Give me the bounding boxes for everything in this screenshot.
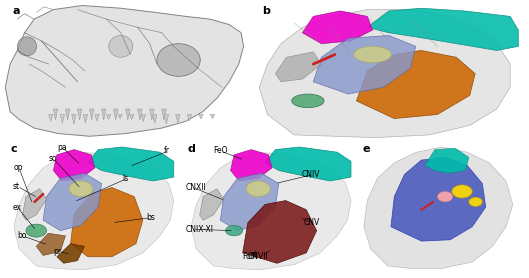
Polygon shape: [138, 109, 142, 120]
Polygon shape: [150, 109, 154, 120]
Polygon shape: [95, 115, 99, 121]
Ellipse shape: [437, 192, 453, 202]
Ellipse shape: [26, 224, 47, 237]
Polygon shape: [88, 147, 174, 181]
Text: pr: pr: [53, 247, 61, 256]
Polygon shape: [102, 109, 106, 120]
Ellipse shape: [354, 46, 391, 63]
Text: bo: bo: [17, 231, 27, 240]
Polygon shape: [43, 173, 102, 231]
Text: CNIV: CNIV: [302, 170, 320, 179]
Polygon shape: [259, 9, 510, 138]
Polygon shape: [220, 173, 279, 231]
Polygon shape: [60, 115, 65, 123]
Text: ls: ls: [122, 174, 129, 183]
Text: bs: bs: [146, 213, 155, 222]
Polygon shape: [211, 115, 215, 119]
Polygon shape: [36, 233, 66, 255]
Text: a: a: [13, 6, 20, 16]
Text: b: b: [262, 6, 270, 16]
Polygon shape: [72, 115, 76, 124]
Ellipse shape: [69, 181, 93, 197]
Polygon shape: [265, 147, 351, 181]
Polygon shape: [200, 189, 224, 220]
Polygon shape: [199, 115, 203, 119]
Text: CNXII: CNXII: [186, 183, 207, 192]
Polygon shape: [114, 109, 118, 120]
Polygon shape: [106, 115, 111, 119]
Polygon shape: [391, 157, 486, 241]
Polygon shape: [49, 115, 53, 121]
Polygon shape: [276, 52, 322, 82]
Polygon shape: [243, 201, 316, 263]
Polygon shape: [5, 6, 243, 136]
Ellipse shape: [291, 94, 324, 108]
Polygon shape: [130, 115, 134, 120]
Polygon shape: [191, 152, 351, 270]
Polygon shape: [57, 244, 85, 263]
Polygon shape: [89, 109, 94, 120]
Polygon shape: [425, 148, 469, 173]
Polygon shape: [66, 109, 70, 120]
Polygon shape: [357, 51, 475, 118]
Ellipse shape: [17, 37, 37, 56]
Polygon shape: [176, 115, 180, 123]
Polygon shape: [187, 115, 191, 121]
Text: CNV: CNV: [304, 218, 320, 227]
Text: fr: fr: [163, 147, 169, 155]
Polygon shape: [231, 150, 272, 181]
Text: op: op: [14, 163, 23, 172]
Text: d: d: [188, 144, 196, 154]
Ellipse shape: [452, 185, 472, 198]
Polygon shape: [164, 115, 168, 124]
Ellipse shape: [225, 225, 243, 236]
Text: so: so: [48, 154, 57, 163]
Text: CNIX-XI: CNIX-XI: [186, 225, 214, 234]
Polygon shape: [53, 109, 58, 120]
Ellipse shape: [157, 44, 200, 76]
Ellipse shape: [469, 197, 482, 207]
Text: FeO: FeO: [213, 147, 228, 155]
Polygon shape: [14, 152, 174, 270]
Polygon shape: [53, 150, 95, 181]
Text: e: e: [362, 144, 370, 154]
Polygon shape: [118, 115, 122, 119]
Polygon shape: [78, 109, 82, 120]
Polygon shape: [162, 109, 166, 120]
Text: pa: pa: [57, 143, 67, 152]
Text: c: c: [11, 144, 17, 154]
Polygon shape: [22, 189, 47, 220]
Ellipse shape: [246, 181, 270, 197]
Polygon shape: [303, 11, 372, 44]
Text: CNVII: CNVII: [248, 252, 268, 261]
Polygon shape: [141, 115, 145, 121]
Polygon shape: [83, 115, 88, 123]
Text: st: st: [12, 182, 19, 191]
Polygon shape: [364, 147, 513, 269]
Text: ex: ex: [12, 203, 21, 212]
Polygon shape: [367, 8, 518, 51]
Polygon shape: [71, 187, 143, 257]
Polygon shape: [313, 36, 416, 94]
Ellipse shape: [109, 36, 133, 57]
Polygon shape: [126, 109, 130, 120]
Text: FoM: FoM: [243, 252, 258, 261]
Polygon shape: [152, 115, 157, 123]
